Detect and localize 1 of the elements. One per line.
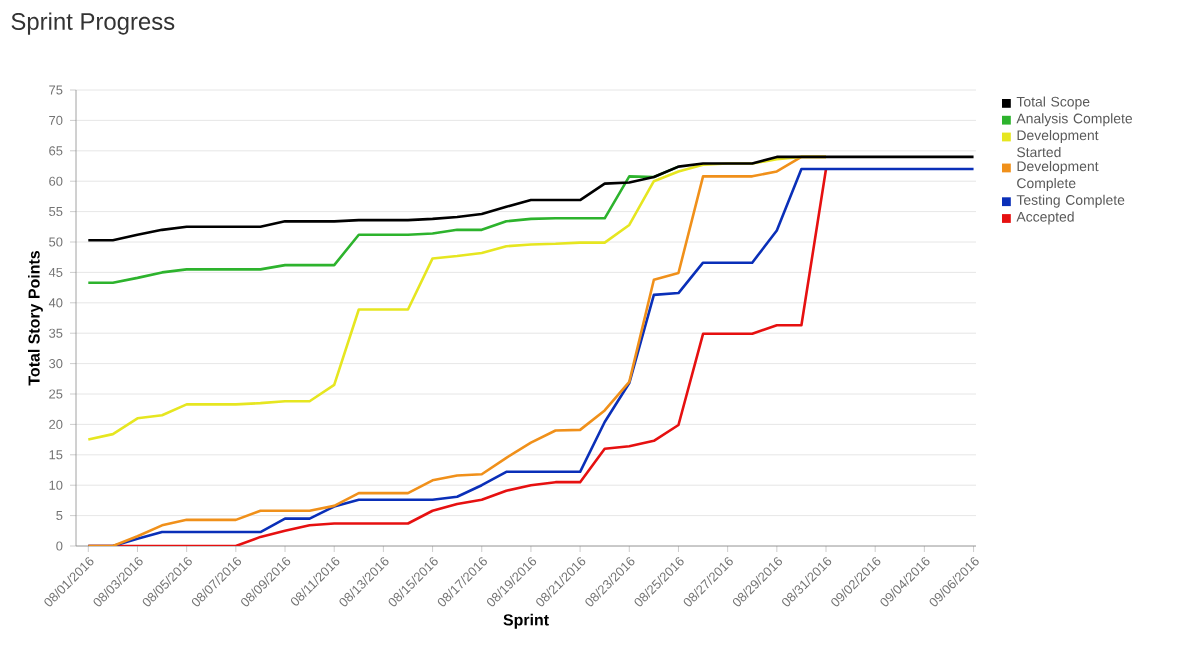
- chart-title: Sprint Progress: [11, 12, 175, 35]
